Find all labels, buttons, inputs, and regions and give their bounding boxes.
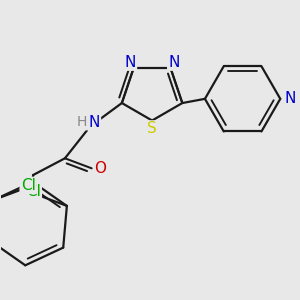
Text: N: N <box>168 55 180 70</box>
Text: O: O <box>94 161 106 176</box>
Text: N: N <box>124 55 136 70</box>
Text: H: H <box>76 115 87 129</box>
Text: N: N <box>285 91 296 106</box>
Text: Cl: Cl <box>26 184 41 199</box>
Text: N: N <box>88 115 100 130</box>
Text: S: S <box>147 122 157 136</box>
Text: Cl: Cl <box>21 178 36 193</box>
